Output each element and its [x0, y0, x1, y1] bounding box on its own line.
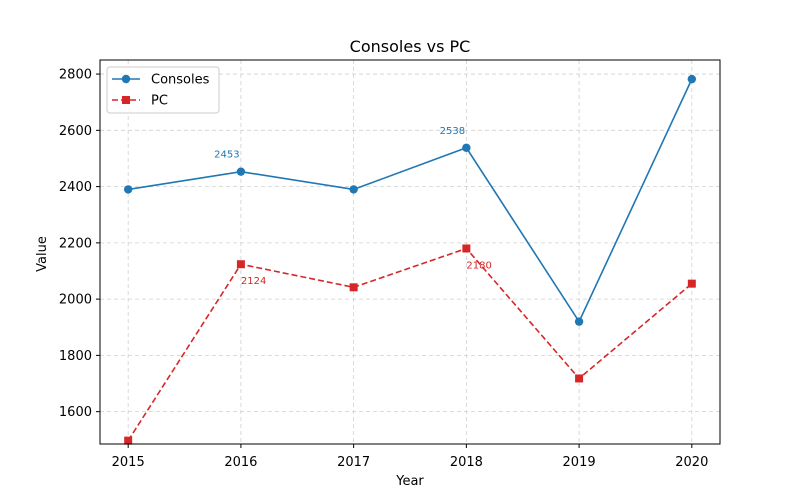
x-tick-label: 2019 — [563, 455, 596, 470]
y-tick-label: 2400 — [59, 180, 92, 195]
data-point-consoles — [123, 185, 133, 194]
x-tick-label: 2020 — [675, 455, 708, 470]
x-tick-label: 2017 — [337, 455, 370, 470]
data-point-pc — [575, 374, 584, 383]
data-label: 2124 — [241, 276, 266, 287]
legend-entry-label: Consoles — [151, 73, 210, 88]
series-group — [123, 74, 697, 445]
data-point-consoles — [687, 74, 697, 84]
plot-frame — [99, 59, 721, 445]
data-point-consoles — [236, 167, 246, 176]
y-tick-label: 1800 — [59, 349, 92, 364]
chart-title: Consoles vs PC — [350, 37, 471, 56]
data-point-pc — [236, 260, 245, 269]
data-point-consoles — [462, 143, 471, 152]
data-point-pc — [124, 436, 133, 445]
legend-swatch-marker — [121, 74, 131, 84]
x-axis-ticks: 2015 2016 2017 2018 2019 2020 — [112, 444, 708, 470]
grid-lines — [100, 60, 720, 444]
legend: Consoles PC — [106, 66, 220, 114]
x-axis-label: Year — [395, 474, 424, 489]
data-label: 2538 — [440, 126, 465, 137]
y-tick-label: 2600 — [59, 124, 92, 139]
legend-entry-label: PC — [151, 94, 168, 109]
y-tick-label: 2800 — [59, 68, 92, 83]
series-line-consoles — [128, 78, 693, 324]
data-point-pc — [687, 279, 696, 288]
y-tick-label: 2000 — [59, 293, 92, 308]
x-tick-label: 2015 — [112, 455, 145, 470]
data-point-pc — [462, 244, 471, 253]
y-tick-label: 2200 — [59, 236, 92, 251]
data-labels: 2453 2538 2124 2180 — [214, 126, 492, 287]
x-tick-label: 2016 — [224, 455, 257, 470]
y-tick-label: 1600 — [59, 405, 92, 420]
data-point-consoles — [574, 317, 584, 326]
data-point-consoles — [349, 185, 358, 194]
data-label: 2180 — [466, 260, 491, 271]
y-axis-ticks: 1600 1800 2000 2200 2400 2600 2800 — [59, 68, 100, 420]
data-point-pc — [349, 283, 358, 292]
x-tick-label: 2018 — [450, 455, 483, 470]
y-axis-label: Value — [35, 236, 50, 272]
series-line-pc — [127, 247, 693, 442]
legend-swatch-marker — [122, 96, 130, 104]
data-label: 2453 — [214, 150, 239, 161]
